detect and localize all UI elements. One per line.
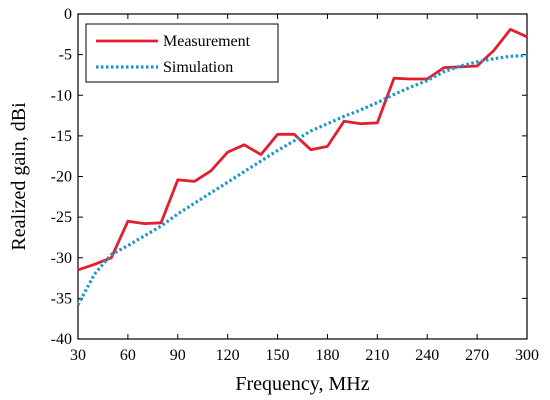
- x-tick-label: 150: [266, 347, 290, 364]
- legend-label-measurement: Measurement: [163, 33, 251, 50]
- x-tick-label: 240: [415, 347, 439, 364]
- x-tick-label: 180: [315, 347, 339, 364]
- series-layer: [76, 27, 528, 306]
- y-tick-label: -40: [51, 331, 72, 348]
- y-axis-title: Realized gain, dBi: [8, 102, 30, 251]
- y-tick-label: -15: [51, 128, 72, 145]
- y-tick-label: -35: [51, 290, 72, 307]
- x-tick-label: 120: [216, 347, 240, 364]
- y-tick-label: -30: [51, 250, 72, 267]
- legend-box: [85, 23, 279, 83]
- y-tick-label: 0: [64, 6, 72, 23]
- x-tick-label: 300: [515, 347, 539, 364]
- x-tick-label: 30: [70, 347, 86, 364]
- x-tick-label: 210: [365, 347, 389, 364]
- x-tick-label: 270: [465, 347, 489, 364]
- y-tick-label: -20: [51, 169, 72, 186]
- y-tick-label: -5: [59, 47, 72, 64]
- x-axis-title: Frequency, MHz: [235, 373, 369, 395]
- y-tick-label: -10: [51, 87, 72, 104]
- legend-label-simulation: Simulation: [163, 59, 233, 76]
- y-tick-label: -25: [51, 209, 72, 226]
- series-line-simulation: [76, 53, 528, 306]
- x-tick-label: 90: [170, 347, 186, 364]
- legend: Measurement Simulation: [85, 23, 279, 83]
- x-tick-label: 60: [120, 347, 136, 364]
- plot-area: 30 60 90 120 150 180 210 240 270 300 0 -5 -10 -15 -20 -…: [51, 6, 539, 364]
